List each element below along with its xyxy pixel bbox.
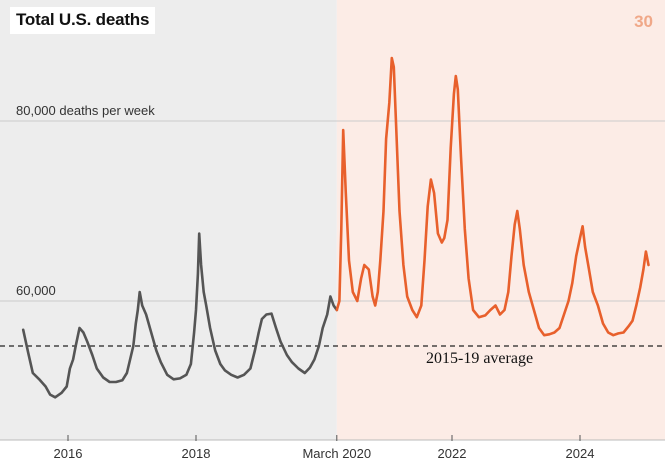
series-line-post-pandemic [335, 56, 650, 337]
y-tick-label: 60,000 [16, 283, 56, 298]
y-tick-label: 80,000 deaths per week [16, 103, 155, 118]
series-lines [21, 56, 650, 399]
reference-average: 2015-19 average [0, 345, 665, 367]
series-line-pre-pandemic [21, 232, 339, 399]
x-tick-label: 2024 [566, 446, 595, 461]
average-reference-label: 2015-19 average [426, 350, 533, 367]
x-tick-label: 2016 [54, 446, 83, 461]
corner-number: 30 [634, 12, 653, 31]
chart-title: Total U.S. deaths [16, 10, 150, 29]
x-tick-label: March 2020 [302, 446, 371, 461]
x-tick-label: 2022 [438, 446, 467, 461]
chart-title-box: Total U.S. deaths [10, 7, 156, 34]
x-axis: 2016 2018 March 2020 2022 2024 [0, 435, 665, 461]
pre-pandemic-background [0, 0, 337, 440]
x-tick-label: 2018 [182, 446, 211, 461]
post-pandemic-background [336, 0, 665, 440]
